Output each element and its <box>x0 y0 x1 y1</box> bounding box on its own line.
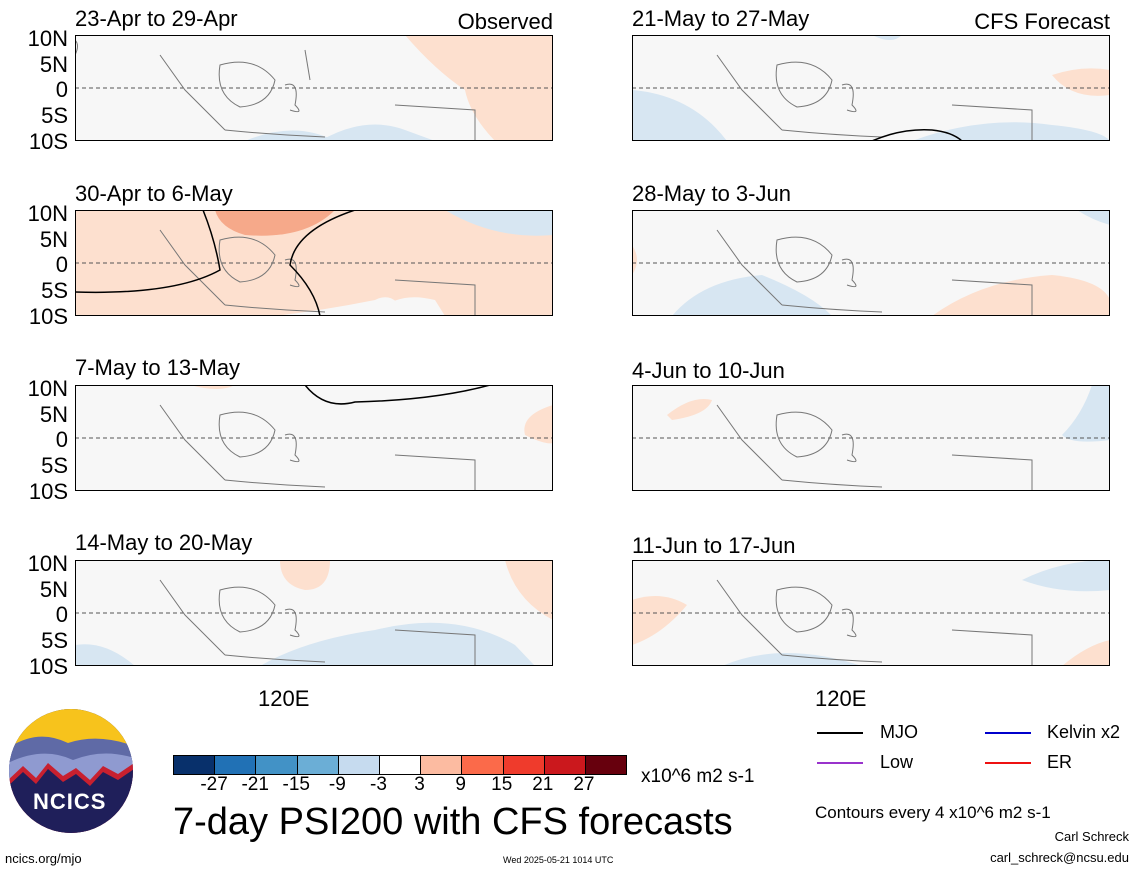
panel-title-l3: 7-May to 13-May <box>75 355 241 380</box>
lat-label: 5S <box>41 628 68 653</box>
colorbar-tick-label: -21 <box>241 774 269 795</box>
colorbar-swatch <box>255 756 297 774</box>
map-panel-r2 <box>632 210 1110 316</box>
panel-title-r2: 28-May to 3-Jun <box>632 181 791 206</box>
colorbar-tick-label: -9 <box>328 774 346 795</box>
colorbar-swatch <box>543 756 585 774</box>
legend-line-er <box>985 762 1031 764</box>
lat-label: 5N <box>39 52 68 77</box>
lat-label: 0 <box>55 252 68 277</box>
lat-label: 10S <box>28 304 68 329</box>
author-email[interactable]: carl_schreck@ncsu.edu <box>990 850 1129 865</box>
legend-line-mjo <box>817 732 863 734</box>
colorbar-swatch <box>420 756 462 774</box>
lat-label: 5N <box>39 227 68 252</box>
observed-label: Observed <box>457 9 553 34</box>
source-url[interactable]: ncics.org/mjo <box>5 851 82 866</box>
panel-title-r3: 4-Jun to 10-Jun <box>632 358 785 383</box>
lat-label: 5N <box>39 402 68 427</box>
lon-label-left: 120E <box>258 686 310 711</box>
colorbar-swatch <box>337 756 379 774</box>
colorbar-tick-label: 27 <box>573 774 595 795</box>
colorbar-swatch <box>502 756 544 774</box>
panel-title-l1: 23-Apr to 29-Apr <box>75 6 238 31</box>
map-panel-r1 <box>632 35 1110 141</box>
colorbar-tick-label: 9 <box>455 774 466 795</box>
panel-title-r1: 21-May to 27-May <box>632 6 810 31</box>
author-name: Carl Schreck <box>1054 829 1129 844</box>
lat-label: 5N <box>39 577 68 602</box>
colorbar-tick-label: -27 <box>200 774 228 795</box>
colorbar-swatch <box>461 756 503 774</box>
lat-label: 10N <box>27 201 68 226</box>
logo-text: NCICS <box>33 789 107 814</box>
lat-label: 5S <box>41 103 68 128</box>
panel-title-l4: 14-May to 20-May <box>75 530 253 555</box>
colorbar-swatch <box>584 756 627 774</box>
lat-label: 0 <box>55 427 68 452</box>
lat-label: 0 <box>55 602 68 627</box>
panel-title-r4: 11-Jun to 17-Jun <box>632 533 796 558</box>
colorbar-tick-label: 3 <box>414 774 425 795</box>
colorbar-tick-label: -15 <box>282 774 310 795</box>
legend-label-er: ER <box>1047 752 1073 772</box>
panel-title-l2: 30-Apr to 6-May <box>75 181 233 206</box>
colorbar-swatch <box>378 756 421 774</box>
map-panel-l2 <box>75 210 553 316</box>
timestamp: Wed 2025-05-21 1014 UTC <box>503 855 614 865</box>
lat-label: 10N <box>27 376 68 401</box>
lat-label: 5S <box>41 278 68 303</box>
legend-line-low <box>817 762 863 764</box>
map-panel-l4 <box>75 560 553 666</box>
lat-label: 0 <box>55 77 68 102</box>
cfs-forecast-label: CFS Forecast <box>974 9 1110 34</box>
lat-label: 10S <box>28 129 68 154</box>
ncics-logo <box>9 709 133 833</box>
legend-label-low: Low <box>880 752 914 772</box>
map-panel-l3 <box>75 385 553 491</box>
colorbar-units: x10^6 m2 s-1 <box>641 766 755 787</box>
colorbar-tick-label: 21 <box>532 774 554 795</box>
legend-label-mjo: MJO <box>880 722 918 742</box>
map-panel-r3 <box>632 385 1110 491</box>
lat-label: 5S <box>41 453 68 478</box>
lon-label-right: 120E <box>815 686 867 711</box>
lat-label: 10N <box>27 26 68 51</box>
figure-title: 7-day PSI200 with CFS forecasts <box>173 801 733 843</box>
lat-label: 10S <box>28 654 68 679</box>
colorbar-tick-label: 15 <box>491 774 513 795</box>
legend-line-kelvin <box>985 732 1031 734</box>
map-panel-l1 <box>75 35 553 141</box>
lat-label: 10S <box>28 479 68 504</box>
colorbar <box>173 755 627 775</box>
colorbar-swatch <box>174 756 215 774</box>
colorbar-swatch <box>296 756 338 774</box>
colorbar-tick-label: -3 <box>370 774 387 795</box>
contours-note: Contours every 4 x10^6 m2 s-1 <box>815 803 1051 822</box>
colorbar-swatch <box>214 756 256 774</box>
lat-label: 10N <box>27 551 68 576</box>
legend-label-kelvin: Kelvin x2 <box>1047 722 1121 742</box>
map-panel-r4 <box>632 560 1110 666</box>
